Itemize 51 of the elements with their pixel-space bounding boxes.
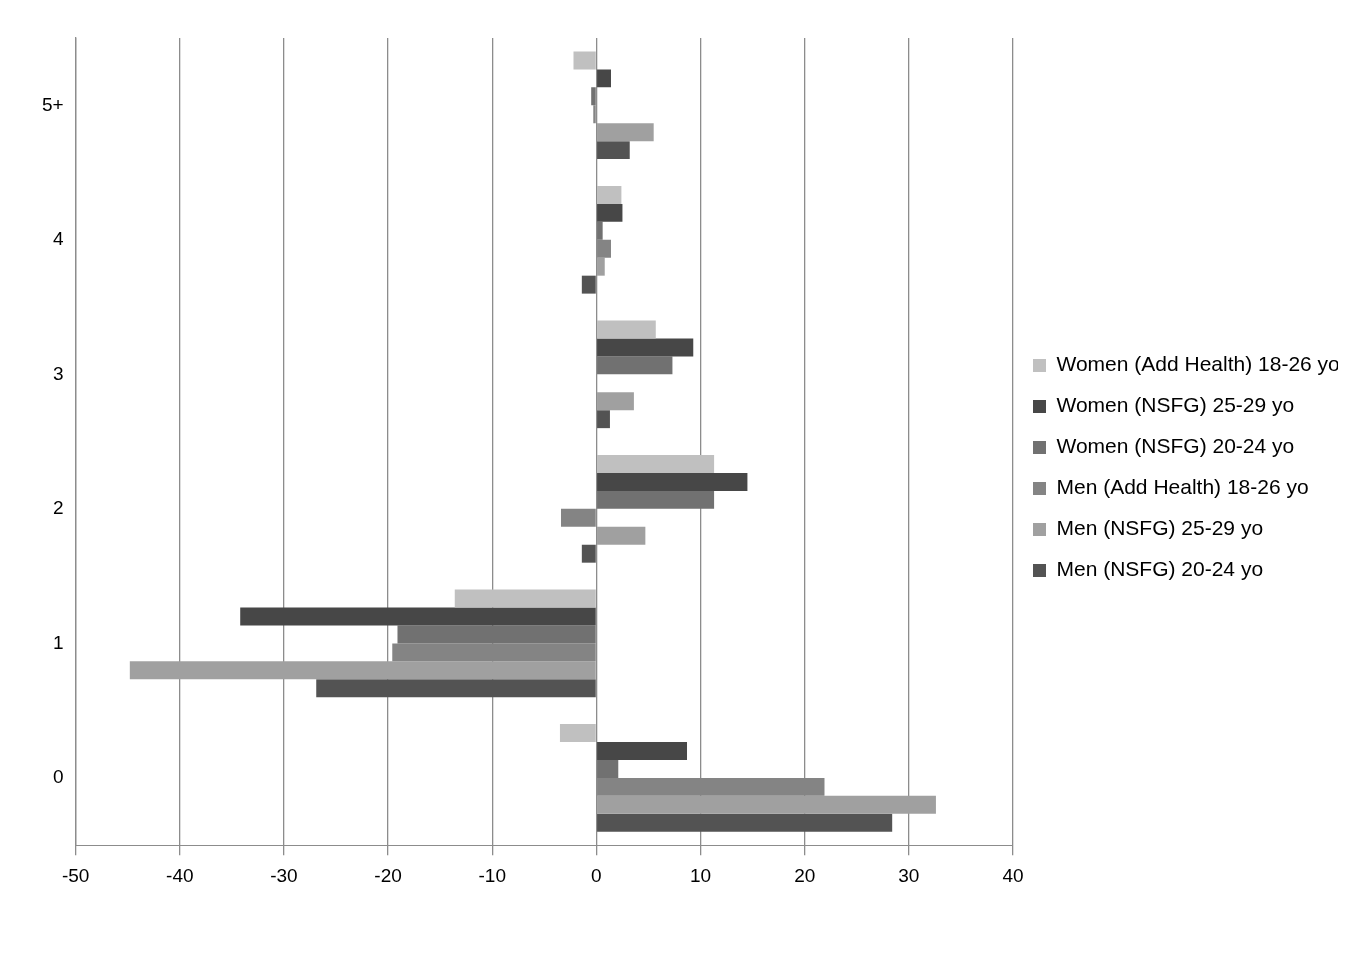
x-tick-label: -10 <box>478 864 506 886</box>
bar <box>597 455 715 473</box>
bar <box>597 526 646 545</box>
bar <box>597 742 688 760</box>
x-tick-label: 20 <box>794 864 816 886</box>
bar <box>597 338 694 357</box>
legend-label: Men (NSFG) 25-29 yo <box>1056 516 1264 540</box>
bar <box>597 123 654 142</box>
bar <box>597 221 603 240</box>
x-tick-label: 40 <box>1002 864 1024 886</box>
bar <box>240 607 596 626</box>
bar <box>597 185 622 204</box>
bar <box>581 544 596 563</box>
bar <box>559 724 596 743</box>
bar <box>597 203 623 222</box>
legend-label: Women (NSFG) 25-29 yo <box>1056 393 1295 417</box>
x-tick-label: -50 <box>61 864 90 886</box>
bar <box>573 51 596 70</box>
legend-label: Men (NSFG) 20-24 yo <box>1056 557 1264 581</box>
bar <box>591 87 596 106</box>
bar <box>597 69 611 88</box>
bar <box>454 589 596 608</box>
bar <box>129 661 596 680</box>
bar <box>597 356 673 375</box>
bar <box>597 472 748 491</box>
y-tick-label: 3 <box>53 362 64 384</box>
bar <box>597 795 936 814</box>
y-tick-label: 4 <box>53 228 65 250</box>
bar <box>597 760 619 778</box>
x-tick-label: 10 <box>689 864 712 886</box>
bar <box>597 813 893 832</box>
bar <box>597 257 605 276</box>
x-tick-label: -20 <box>374 864 402 886</box>
y-tick-label: 1 <box>53 631 64 653</box>
bar <box>597 490 715 509</box>
x-tick-label: 0 <box>591 864 602 886</box>
bar <box>316 679 596 698</box>
bar <box>597 392 634 411</box>
bar <box>597 320 656 339</box>
bar <box>597 141 630 160</box>
y-tick-label: 5+ <box>41 93 64 115</box>
legend-label: Men (Add Health) 18-26 yo <box>1056 475 1309 499</box>
x-tick-label: 30 <box>898 864 920 886</box>
y-tick-label: 2 <box>53 497 64 519</box>
bar <box>397 625 596 644</box>
y-tick-label: 0 <box>53 766 64 788</box>
bar <box>597 410 610 429</box>
legend-label: Women (NSFG) 20-24 yo <box>1056 434 1295 458</box>
bar <box>581 275 596 294</box>
x-tick-label: -40 <box>166 864 194 886</box>
x-tick-label: -30 <box>270 864 298 886</box>
